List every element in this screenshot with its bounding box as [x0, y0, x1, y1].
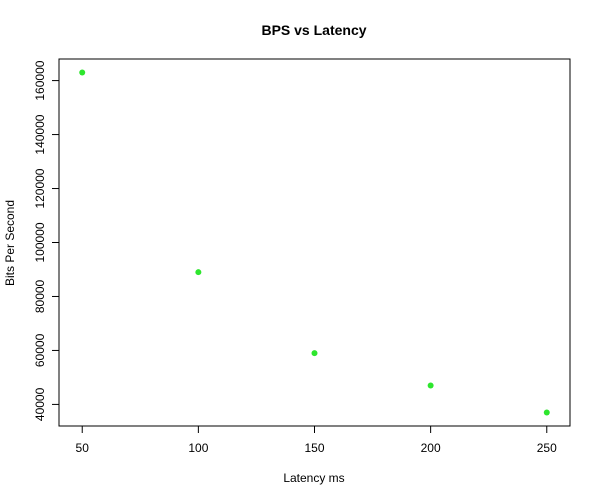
- x-tick-label: 50: [76, 441, 90, 455]
- x-tick-label: 200: [421, 441, 441, 455]
- data-point: [427, 382, 434, 389]
- x-tick-label: 100: [188, 441, 208, 455]
- y-axis: 40000 60000 80000 100000 120000 140000 160000: [33, 60, 60, 421]
- x-axis: 50 100 150 200 250: [76, 425, 557, 455]
- y-tick-label: 140000: [33, 114, 47, 154]
- data-point: [79, 69, 86, 76]
- y-tick-label: 80000: [33, 279, 47, 313]
- y-tick-label: 120000: [33, 168, 47, 208]
- data-point: [311, 350, 318, 357]
- y-tick-label: 160000: [33, 60, 47, 100]
- data-points: [79, 69, 550, 416]
- data-point: [543, 409, 550, 416]
- y-axis-label: Bits Per Second: [3, 200, 17, 286]
- y-tick-label: 60000: [33, 333, 47, 367]
- x-tick-label: 250: [537, 441, 557, 455]
- x-tick-label: 150: [304, 441, 324, 455]
- plot-frame: [58, 58, 571, 427]
- x-axis-label: Latency ms: [283, 471, 344, 485]
- y-tick-label: 40000: [33, 387, 47, 421]
- chart-title: BPS vs Latency: [261, 22, 366, 38]
- y-tick-label: 100000: [33, 222, 47, 262]
- data-point: [195, 269, 202, 276]
